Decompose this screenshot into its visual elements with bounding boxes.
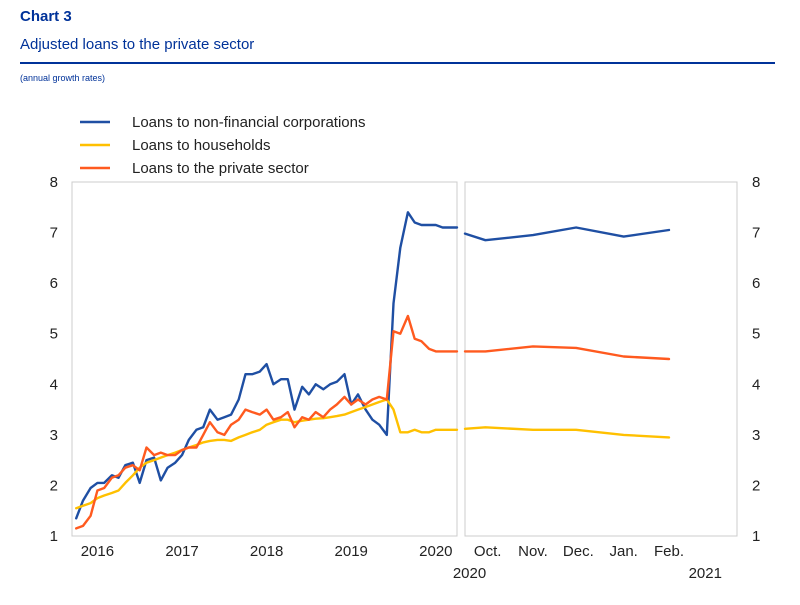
x-tick-recent-Dec: Dec. — [563, 543, 594, 560]
panel-frame-1 — [71, 181, 458, 537]
series-line-hh-recent — [463, 426, 671, 439]
series-line-ps-recent — [463, 345, 671, 361]
x-tick-recent-Feb: Feb. — [654, 543, 684, 560]
y-tick-left-3: 3 — [50, 427, 58, 444]
series-line-ps-monthly — [74, 314, 459, 530]
y-tick-right-2: 2 — [752, 477, 760, 494]
x-tick-monthly-2020: 2020 — [419, 543, 452, 560]
x-tick-recent-Nov: Nov. — [518, 543, 548, 560]
y-tick-left-2: 2 — [50, 477, 58, 494]
x-tick-monthly-2019: 2019 — [335, 543, 368, 560]
x-year-label-2021: 2021 — [689, 565, 722, 582]
x-tick-recent-Oct: Oct. — [474, 543, 502, 560]
x-tick-recent-Jan: Jan. — [609, 543, 637, 560]
y-tick-left-1: 1 — [50, 528, 58, 545]
legend-label-nfc: Loans to non-financial corporations — [132, 114, 365, 131]
x-year-label-2020: 2020 — [453, 565, 486, 582]
chart-title: Adjusted loans to the private sector — [20, 36, 255, 53]
chart-label: Chart 3 — [20, 8, 72, 25]
x-tick-monthly-2016: 2016 — [81, 543, 114, 560]
header-rule — [20, 62, 775, 64]
x-tick-monthly-2017: 2017 — [165, 543, 198, 560]
x-tick-monthly-2018: 2018 — [250, 543, 283, 560]
y-tick-right-3: 3 — [752, 427, 760, 444]
y-tick-right-8: 8 — [752, 174, 760, 191]
y-tick-right-5: 5 — [752, 326, 760, 343]
y-tick-left-7: 7 — [50, 225, 58, 242]
legend-label-hh: Loans to households — [132, 137, 270, 154]
series-line-hh-monthly — [74, 398, 459, 510]
y-tick-right-4: 4 — [752, 376, 760, 393]
y-tick-right-7: 7 — [752, 225, 760, 242]
chart-subtitle: (annual growth rates) — [20, 73, 106, 83]
y-tick-left-5: 5 — [50, 326, 58, 343]
y-tick-left-6: 6 — [50, 275, 58, 292]
panel-frame-2 — [464, 181, 738, 537]
y-tick-left-4: 4 — [50, 376, 58, 393]
series-line-nfc-recent — [463, 226, 671, 242]
series-line-nfc-monthly — [74, 211, 459, 520]
y-tick-right-6: 6 — [752, 275, 760, 292]
y-tick-right-1: 1 — [752, 528, 760, 545]
y-tick-left-8: 8 — [50, 174, 58, 191]
legend-label-ps: Loans to the private sector — [132, 160, 309, 177]
